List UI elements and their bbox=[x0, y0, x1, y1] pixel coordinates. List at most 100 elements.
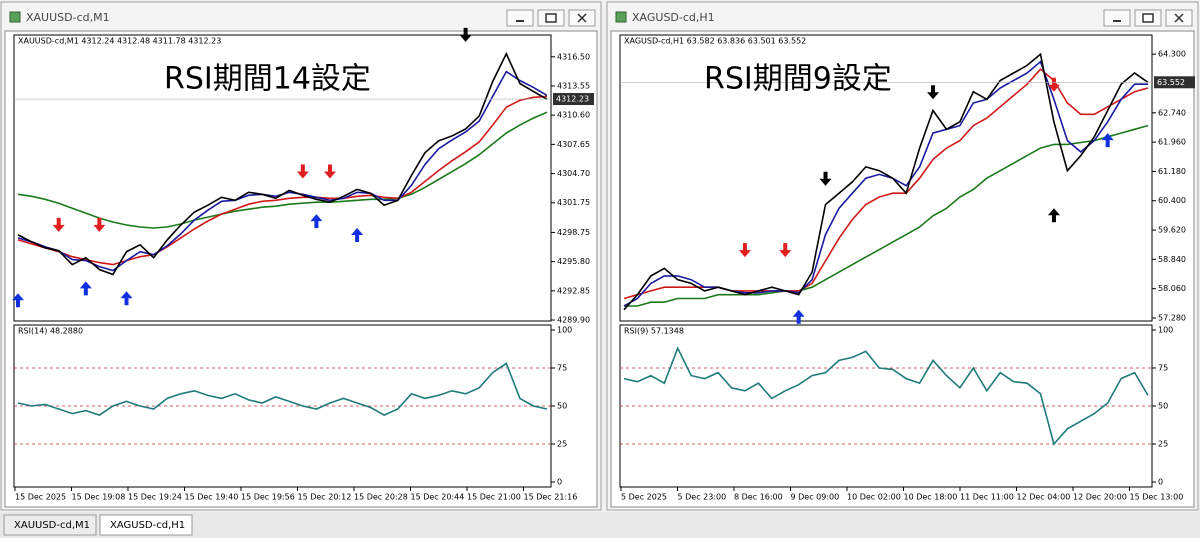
window-button[interactable] bbox=[506, 9, 534, 27]
y-tick-label: 4307.65 bbox=[557, 140, 590, 149]
signal-arrow bbox=[323, 164, 336, 179]
button-icon bbox=[1142, 13, 1154, 23]
x-tick-label: 5 Dec 2025 bbox=[621, 493, 667, 502]
chart-area bbox=[4, 30, 598, 508]
y-tick-label: 4313.55 bbox=[557, 81, 590, 90]
signal-arrow bbox=[927, 85, 940, 100]
x-tick-label: 15 Dec 20:44 bbox=[411, 493, 465, 502]
rsi-line bbox=[17, 362, 548, 416]
y-tick-label: 57.280 bbox=[1158, 313, 1186, 322]
x-tick-label: 15 Dec 19:08 bbox=[72, 493, 126, 502]
rsi-line bbox=[623, 346, 1149, 446]
signal-arrow bbox=[93, 217, 106, 232]
x-tick-label: 10 Dec 02:00 bbox=[847, 493, 901, 502]
y-tick-label: 100 bbox=[557, 326, 572, 335]
y-tick-label: 100 bbox=[1158, 326, 1173, 335]
chart-header: XAGUSD-cd,H1 63.582 63.836 63.501 63.552 bbox=[624, 37, 806, 46]
window-title: XAGUSD-cd,H1 bbox=[632, 11, 715, 24]
y-tick-label: 60.400 bbox=[1158, 196, 1186, 205]
chart-area bbox=[610, 30, 1195, 508]
signal-arrow bbox=[738, 243, 751, 258]
y-tick-label: 4295.80 bbox=[557, 257, 590, 266]
x-tick-label: 10 Dec 18:00 bbox=[904, 493, 958, 502]
y-tick-label: 50 bbox=[557, 402, 567, 411]
x-tick-label: 12 Dec 04:00 bbox=[1017, 493, 1071, 502]
x-tick-label: 8 Dec 16:00 bbox=[734, 493, 783, 502]
rsi-header: RSI(9) 57.1348 bbox=[624, 327, 684, 336]
chart-tab[interactable] bbox=[99, 514, 193, 536]
window-icon bbox=[615, 11, 627, 23]
x-tick-label: 15 Dec 20:28 bbox=[354, 493, 408, 502]
tab-bar bbox=[0, 512, 1200, 538]
y-tick-label: 61.180 bbox=[1158, 167, 1186, 176]
x-tick-label: 15 Dec 21:16 bbox=[524, 493, 578, 502]
button-icon bbox=[577, 13, 587, 23]
price-line bbox=[623, 52, 1149, 311]
button-icon bbox=[1174, 13, 1184, 23]
window-title: XAUUSD-cd,M1 bbox=[26, 11, 110, 24]
y-tick-label: 0 bbox=[1158, 478, 1163, 487]
signal-arrow bbox=[79, 281, 92, 296]
y-tick-label: 75 bbox=[557, 364, 567, 373]
rsi-header: RSI(14) 48.2880 bbox=[18, 327, 83, 336]
y-tick-label: 4310.60 bbox=[557, 111, 590, 120]
x-tick-label: 15 Dec 19:24 bbox=[128, 493, 182, 502]
signal-arrow bbox=[120, 291, 133, 306]
x-tick-label: 9 Dec 09:00 bbox=[791, 493, 840, 502]
x-tick-label: 12 Dec 20:00 bbox=[1073, 493, 1127, 502]
x-tick-label: 15 Dec 13:00 bbox=[1130, 493, 1184, 502]
signal-arrow bbox=[12, 293, 24, 308]
x-tick-label: 15 Dec 19:56 bbox=[241, 493, 295, 502]
price-panel bbox=[13, 34, 552, 322]
signal-arrow bbox=[296, 164, 309, 179]
signal-arrow bbox=[1101, 133, 1114, 148]
y-tick-label: 75 bbox=[1158, 364, 1168, 373]
price-panel bbox=[619, 34, 1153, 322]
y-tick-label: 64.300 bbox=[1158, 50, 1186, 59]
signal-arrow bbox=[52, 217, 65, 232]
current-price-box bbox=[553, 93, 594, 106]
y-tick-label: 62.740 bbox=[1158, 108, 1186, 117]
x-tick-label: 15 Dec 20:12 bbox=[298, 493, 352, 502]
price-line bbox=[623, 60, 1148, 307]
chart-header: XAUUSD-cd,M1 4312.24 4312.48 4311.78 431… bbox=[18, 37, 221, 46]
y-tick-label: 58.060 bbox=[1158, 284, 1186, 293]
button-icon bbox=[545, 13, 557, 23]
price-line bbox=[17, 111, 548, 229]
y-tick-label: 4298.75 bbox=[557, 228, 590, 237]
x-tick-label: 11 Dec 11:00 bbox=[960, 493, 1014, 502]
overlay-note: RSI期間14設定 bbox=[164, 62, 371, 97]
overlay-note: RSI期間9設定 bbox=[704, 62, 892, 97]
signal-arrow bbox=[310, 214, 323, 229]
current-price-label: 63.552 bbox=[1157, 78, 1185, 87]
window-button[interactable] bbox=[537, 9, 565, 27]
chart-tab-label: XAUUSD-cd,M1 bbox=[14, 520, 90, 531]
chart-window: XAUUSD-cd,M1 4316.50 4313.55 4310.60 4307.65… bbox=[0, 1, 602, 511]
signal-arrow bbox=[792, 309, 805, 324]
signal-arrow bbox=[779, 243, 792, 258]
x-tick-label: 5 Dec 23:00 bbox=[678, 493, 727, 502]
y-tick-label: 4316.50 bbox=[557, 52, 590, 61]
y-tick-label: 59.620 bbox=[1158, 226, 1186, 235]
signal-arrow bbox=[459, 27, 472, 42]
signal-arrow bbox=[1047, 77, 1060, 92]
current-price-box bbox=[1154, 76, 1195, 89]
chart-tab[interactable] bbox=[3, 514, 97, 536]
y-tick-label: 4301.75 bbox=[557, 198, 590, 207]
y-tick-label: 61.960 bbox=[1158, 138, 1186, 147]
y-tick-label: 0 bbox=[557, 478, 562, 487]
signal-arrow bbox=[1047, 208, 1060, 223]
y-tick-label: 25 bbox=[1158, 440, 1168, 449]
y-tick-label: 25 bbox=[557, 440, 567, 449]
y-tick-label: 58.840 bbox=[1158, 255, 1186, 264]
x-tick-label: 15 Dec 2025 bbox=[15, 493, 66, 502]
signal-arrow bbox=[351, 227, 364, 242]
y-tick-label: 4289.90 bbox=[557, 316, 590, 325]
x-tick-label: 15 Dec 19:40 bbox=[185, 493, 239, 502]
window-icon bbox=[9, 11, 21, 23]
current-price-label: 4312.23 bbox=[556, 95, 589, 104]
window-button[interactable] bbox=[1134, 9, 1162, 27]
window-button[interactable] bbox=[1103, 9, 1131, 27]
chart-window: XAGUSD-cd,H1 64.300 62.740 61.960 61.180 60.4… bbox=[606, 1, 1199, 511]
x-tick-label: 15 Dec 21:00 bbox=[467, 493, 521, 502]
